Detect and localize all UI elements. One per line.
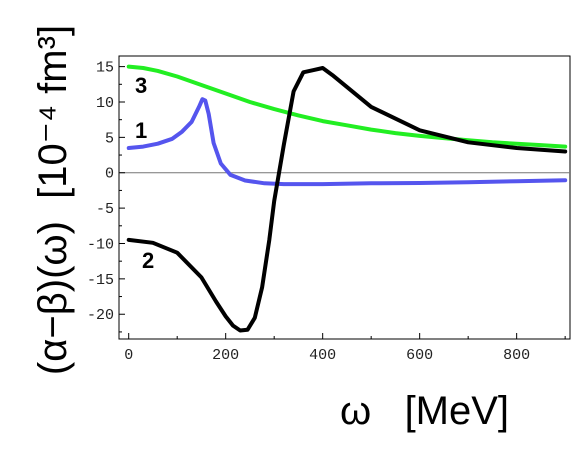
series-line-2 [126,66,568,333]
plot-frame [118,55,571,340]
series-line-1 [126,97,568,187]
x-tick-label: 200 [212,347,239,364]
tick-labels: 0 200 400 600 800 15 10 5 0 -5 -10 -15 -20 [87,60,530,364]
x-axis-label: ω [MeV] [340,389,509,433]
ticks [119,66,566,339]
series-lines [126,64,568,333]
y-tick-label: -15 [87,272,114,289]
x-tick-label: 0 [124,347,133,364]
y-axis-label: (α−β)(ω) [10⁻⁴ fm³] [31,25,75,375]
y-tick-label: 0 [105,166,114,183]
series-label-3: 3 [135,73,147,98]
x-tick-label: 400 [309,347,336,364]
y-tick-label: -5 [96,201,114,218]
series-label-2: 2 [142,248,154,273]
y-tick-label: 15 [96,60,114,77]
y-tick-label: -20 [87,307,114,324]
y-tick-label: 5 [105,130,114,147]
y-tick-label: 10 [96,95,114,112]
series-label-1: 1 [135,118,147,143]
series-line-3 [126,64,568,149]
y-tick-label: -10 [87,236,114,253]
x-tick-label: 800 [503,347,530,364]
x-tick-label: 600 [406,347,433,364]
